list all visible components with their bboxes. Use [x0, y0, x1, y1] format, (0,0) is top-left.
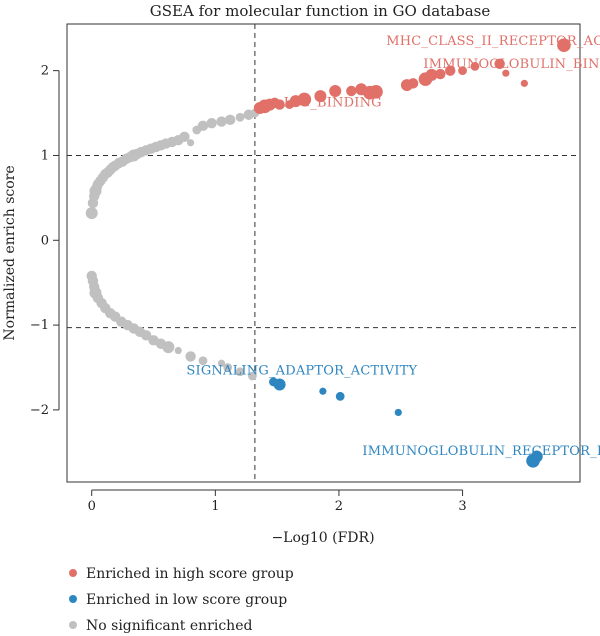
- threshold-lines: [67, 24, 580, 482]
- point-low: [394, 408, 402, 417]
- legend-marker-none: [69, 621, 77, 629]
- legend-marker-low: [69, 595, 77, 603]
- point-high: [557, 38, 571, 53]
- point-none: [248, 371, 257, 381]
- point-low: [273, 378, 286, 391]
- x-tick-label: 0: [88, 499, 96, 514]
- point-high: [520, 79, 528, 87]
- point-high: [445, 65, 456, 76]
- y-tick-label: 2: [41, 64, 49, 79]
- x-axis-label: −Log10 (FDR): [271, 530, 374, 546]
- point-high: [346, 85, 357, 97]
- data-points: [85, 38, 571, 468]
- point-none: [198, 356, 208, 366]
- annotation-label: IMMUNOGLOBULIN_RECEPTOR_BINDING: [362, 444, 600, 459]
- point-high: [329, 85, 342, 98]
- annotation-label: MHC_CLASS_II_RECEPTOR_ACTIVITY: [386, 34, 600, 49]
- point-none: [216, 116, 227, 127]
- y-tick-label: 0: [41, 233, 49, 248]
- y-axis: −2 −1 0 1 2: [30, 64, 60, 418]
- legend-marker-high: [69, 569, 77, 577]
- annotation-label: IMMUNOGLOBULIN_BINDING: [423, 57, 600, 72]
- point-low: [530, 450, 543, 463]
- x-axis: 0 1 2 3: [88, 489, 467, 514]
- legend: Enriched in high score group Enriched in …: [69, 566, 294, 634]
- y-tick-label: −1: [30, 318, 49, 333]
- legend-label-high: Enriched in high score group: [86, 566, 294, 582]
- point-none: [235, 112, 245, 122]
- point-none: [140, 330, 152, 341]
- annotations: MHC_CLASS_II_RECEPTOR_ACTIVITY IMMUNOGLOB…: [186, 34, 600, 459]
- point-none: [162, 341, 175, 354]
- point-none: [235, 367, 245, 377]
- x-tick-label: 3: [458, 499, 466, 514]
- point-none: [179, 131, 190, 143]
- point-high: [470, 62, 480, 71]
- point-none: [174, 346, 182, 355]
- point-none: [206, 118, 217, 129]
- y-tick-label: 1: [41, 148, 49, 163]
- point-none: [185, 351, 196, 362]
- legend-label-none: No significant enriched: [86, 618, 252, 634]
- annotation-label: IGG_BINDING: [284, 95, 382, 110]
- point-high: [297, 92, 312, 107]
- annotation-label: SIGNALING_ADAPTOR_ACTIVITY: [186, 363, 417, 378]
- point-high: [502, 69, 510, 77]
- legend-label-low: Enriched in low score group: [86, 592, 287, 608]
- y-axis-label: Normalized enrich score: [2, 165, 18, 340]
- point-high: [314, 90, 327, 103]
- point-none: [224, 114, 236, 126]
- point-none: [223, 363, 233, 372]
- point-high: [274, 99, 285, 110]
- point-low: [335, 391, 345, 401]
- point-high: [407, 78, 419, 89]
- point-high: [369, 85, 383, 99]
- point-none: [197, 120, 209, 131]
- point-high: [494, 58, 505, 70]
- plot-frame: [66, 23, 581, 483]
- point-high: [425, 68, 438, 81]
- point-high: [458, 66, 467, 76]
- point-none: [187, 139, 195, 147]
- x-tick-label: 2: [335, 499, 343, 514]
- point-low: [319, 387, 327, 395]
- point-none: [217, 359, 226, 367]
- point-high: [435, 68, 446, 80]
- point-none: [85, 207, 98, 220]
- y-tick-label: −2: [30, 403, 49, 418]
- x-tick-label: 1: [211, 499, 219, 514]
- chart-title: GSEA for molecular function in GO databa…: [150, 2, 491, 20]
